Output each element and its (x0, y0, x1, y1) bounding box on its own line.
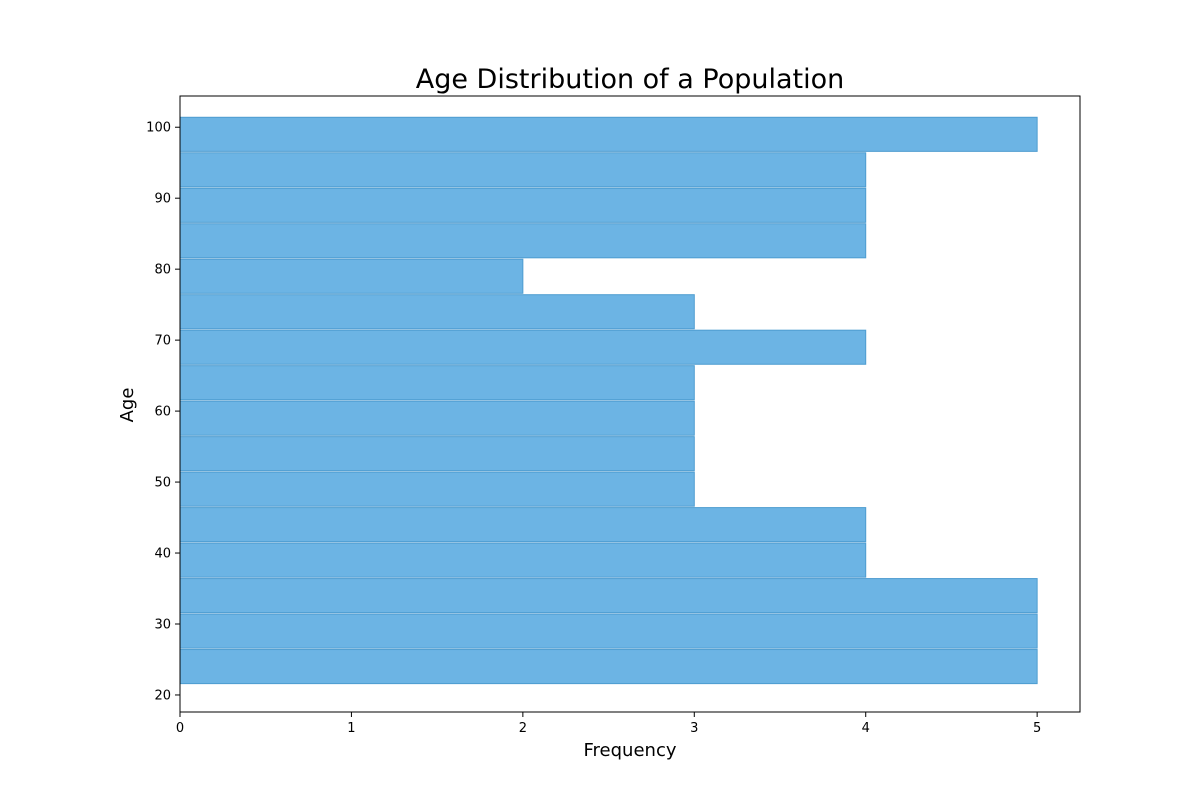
bar (179, 223, 867, 259)
x-axis-label: Frequency (584, 740, 677, 761)
bar (179, 329, 867, 365)
x-tick-label: 4 (862, 721, 870, 736)
y-tick-label: 90 (154, 192, 171, 207)
y-tick-label: 30 (154, 618, 171, 633)
y-tick-label: 60 (154, 405, 171, 420)
y-axis-ticks: 20 30 40 50 60 70 80 90 100 (146, 121, 180, 703)
x-axis-ticks: 0 1 2 3 4 5 (176, 712, 1041, 736)
bar (179, 613, 1038, 649)
x-tick-label: 2 (519, 721, 527, 736)
y-tick-label: 100 (146, 121, 171, 136)
axes-frame (179, 95, 1081, 713)
x-tick-label: 5 (1033, 721, 1041, 736)
bar (179, 436, 695, 472)
bars-group (179, 116, 1038, 685)
y-tick-label: 40 (154, 547, 171, 562)
chart-title: Age Distribution of a Population (416, 64, 845, 95)
y-tick-label: 20 (154, 688, 171, 703)
bar (179, 116, 1038, 152)
x-tick-label: 1 (347, 721, 355, 736)
bar (179, 649, 1038, 685)
bar (179, 507, 867, 543)
bar (179, 400, 695, 436)
bar (179, 365, 695, 401)
bar (179, 542, 867, 578)
y-tick-label: 80 (154, 263, 171, 278)
bar (179, 294, 695, 330)
bar (179, 578, 1038, 614)
bar (179, 152, 867, 188)
bar (179, 187, 867, 223)
y-tick-label: 50 (154, 476, 171, 491)
y-tick-label: 70 (154, 334, 171, 349)
bar (179, 258, 524, 294)
y-axis-label: Age (117, 388, 138, 423)
x-tick-label: 0 (176, 721, 184, 736)
bar (179, 471, 695, 507)
x-tick-label: 3 (690, 721, 698, 736)
